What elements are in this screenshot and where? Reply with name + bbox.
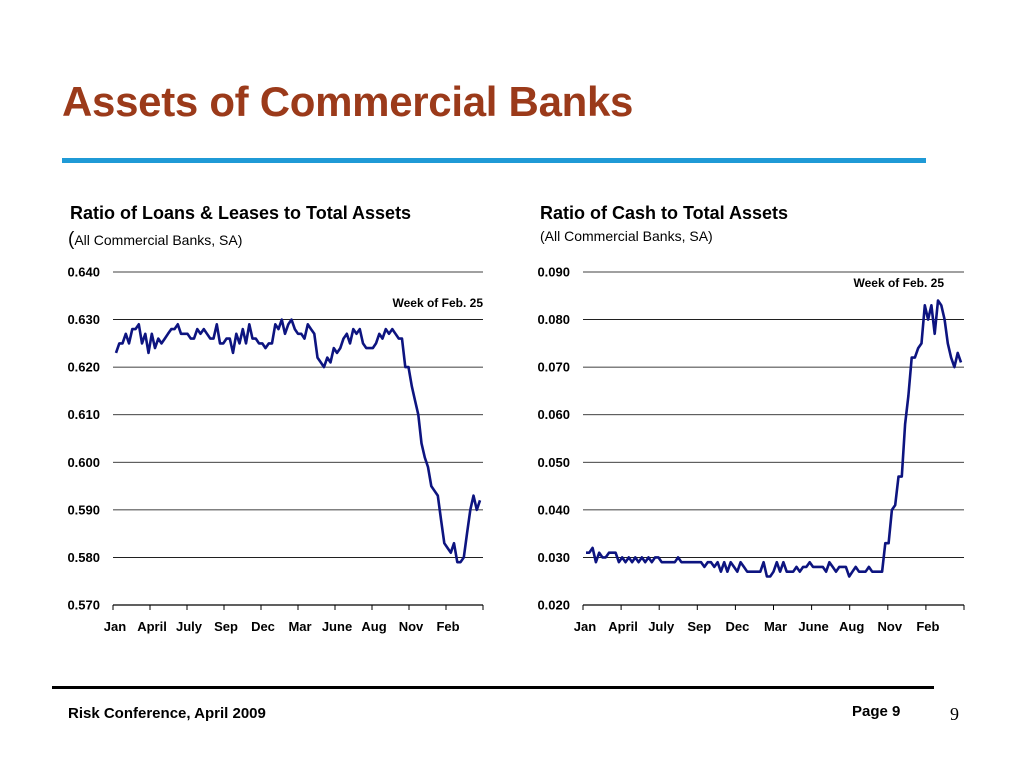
loans-chart-x-tick-label: Feb bbox=[436, 619, 459, 634]
left-chart-subtitle-text: All Commercial Banks, SA) bbox=[74, 232, 243, 248]
loans-chart-x-tick-label: Nov bbox=[399, 619, 424, 634]
loans-chart-x-tick-label: July bbox=[176, 619, 203, 634]
right-chart-title: Ratio of Cash to Total Assets bbox=[540, 203, 789, 223]
loans-chart-y-tick-label: 0.600 bbox=[67, 455, 100, 470]
right-chart-subtitle: (All Commercial Banks, SA) bbox=[540, 228, 713, 244]
loans-chart-annotation: Week of Feb. 25 bbox=[393, 296, 484, 310]
footer-rule bbox=[52, 686, 934, 689]
loans-chart-x-tick-label: Jan bbox=[104, 619, 126, 634]
left-chart-subtitle: (All Commercial Banks, SA) bbox=[68, 229, 242, 251]
loans-chart-x-tick-label: Mar bbox=[288, 619, 311, 634]
loans-chart-y-tick-label: 0.610 bbox=[67, 407, 100, 422]
title-rule bbox=[62, 158, 926, 163]
left-chart-title: Ratio of Loans & Leases to Total Assets bbox=[70, 203, 412, 223]
loans-chart-y-tick-label: 0.620 bbox=[67, 360, 100, 375]
loans-chart-x-tick-label: Aug bbox=[361, 619, 386, 634]
footer-page-label: Page 9 bbox=[852, 703, 901, 720]
left-chart-subtitle-paren: ( bbox=[68, 229, 75, 250]
loans-chart-x-tick-label: Dec bbox=[251, 619, 275, 634]
loans-chart-series-line bbox=[114, 318, 482, 564]
loans-chart-y-tick-label: 0.570 bbox=[67, 598, 100, 613]
footer-slide-number: 9 bbox=[950, 704, 959, 724]
loans-chart-y-tick-label: 0.580 bbox=[67, 550, 100, 565]
footer-conference: Risk Conference, April 2009 bbox=[68, 705, 266, 722]
loans-chart-x-tick-label: June bbox=[322, 619, 352, 634]
loans-chart-y-tick-label: 0.640 bbox=[67, 265, 100, 280]
loans-chart-x-tick-label: Sep bbox=[214, 619, 238, 634]
loans-chart-y-tick-label: 0.590 bbox=[67, 502, 100, 517]
slide-title: Assets of Commercial Banks bbox=[62, 78, 634, 125]
loans-chart-y-tick-label: 0.630 bbox=[67, 312, 100, 327]
loans-chart-x-tick-label: April bbox=[137, 619, 167, 634]
